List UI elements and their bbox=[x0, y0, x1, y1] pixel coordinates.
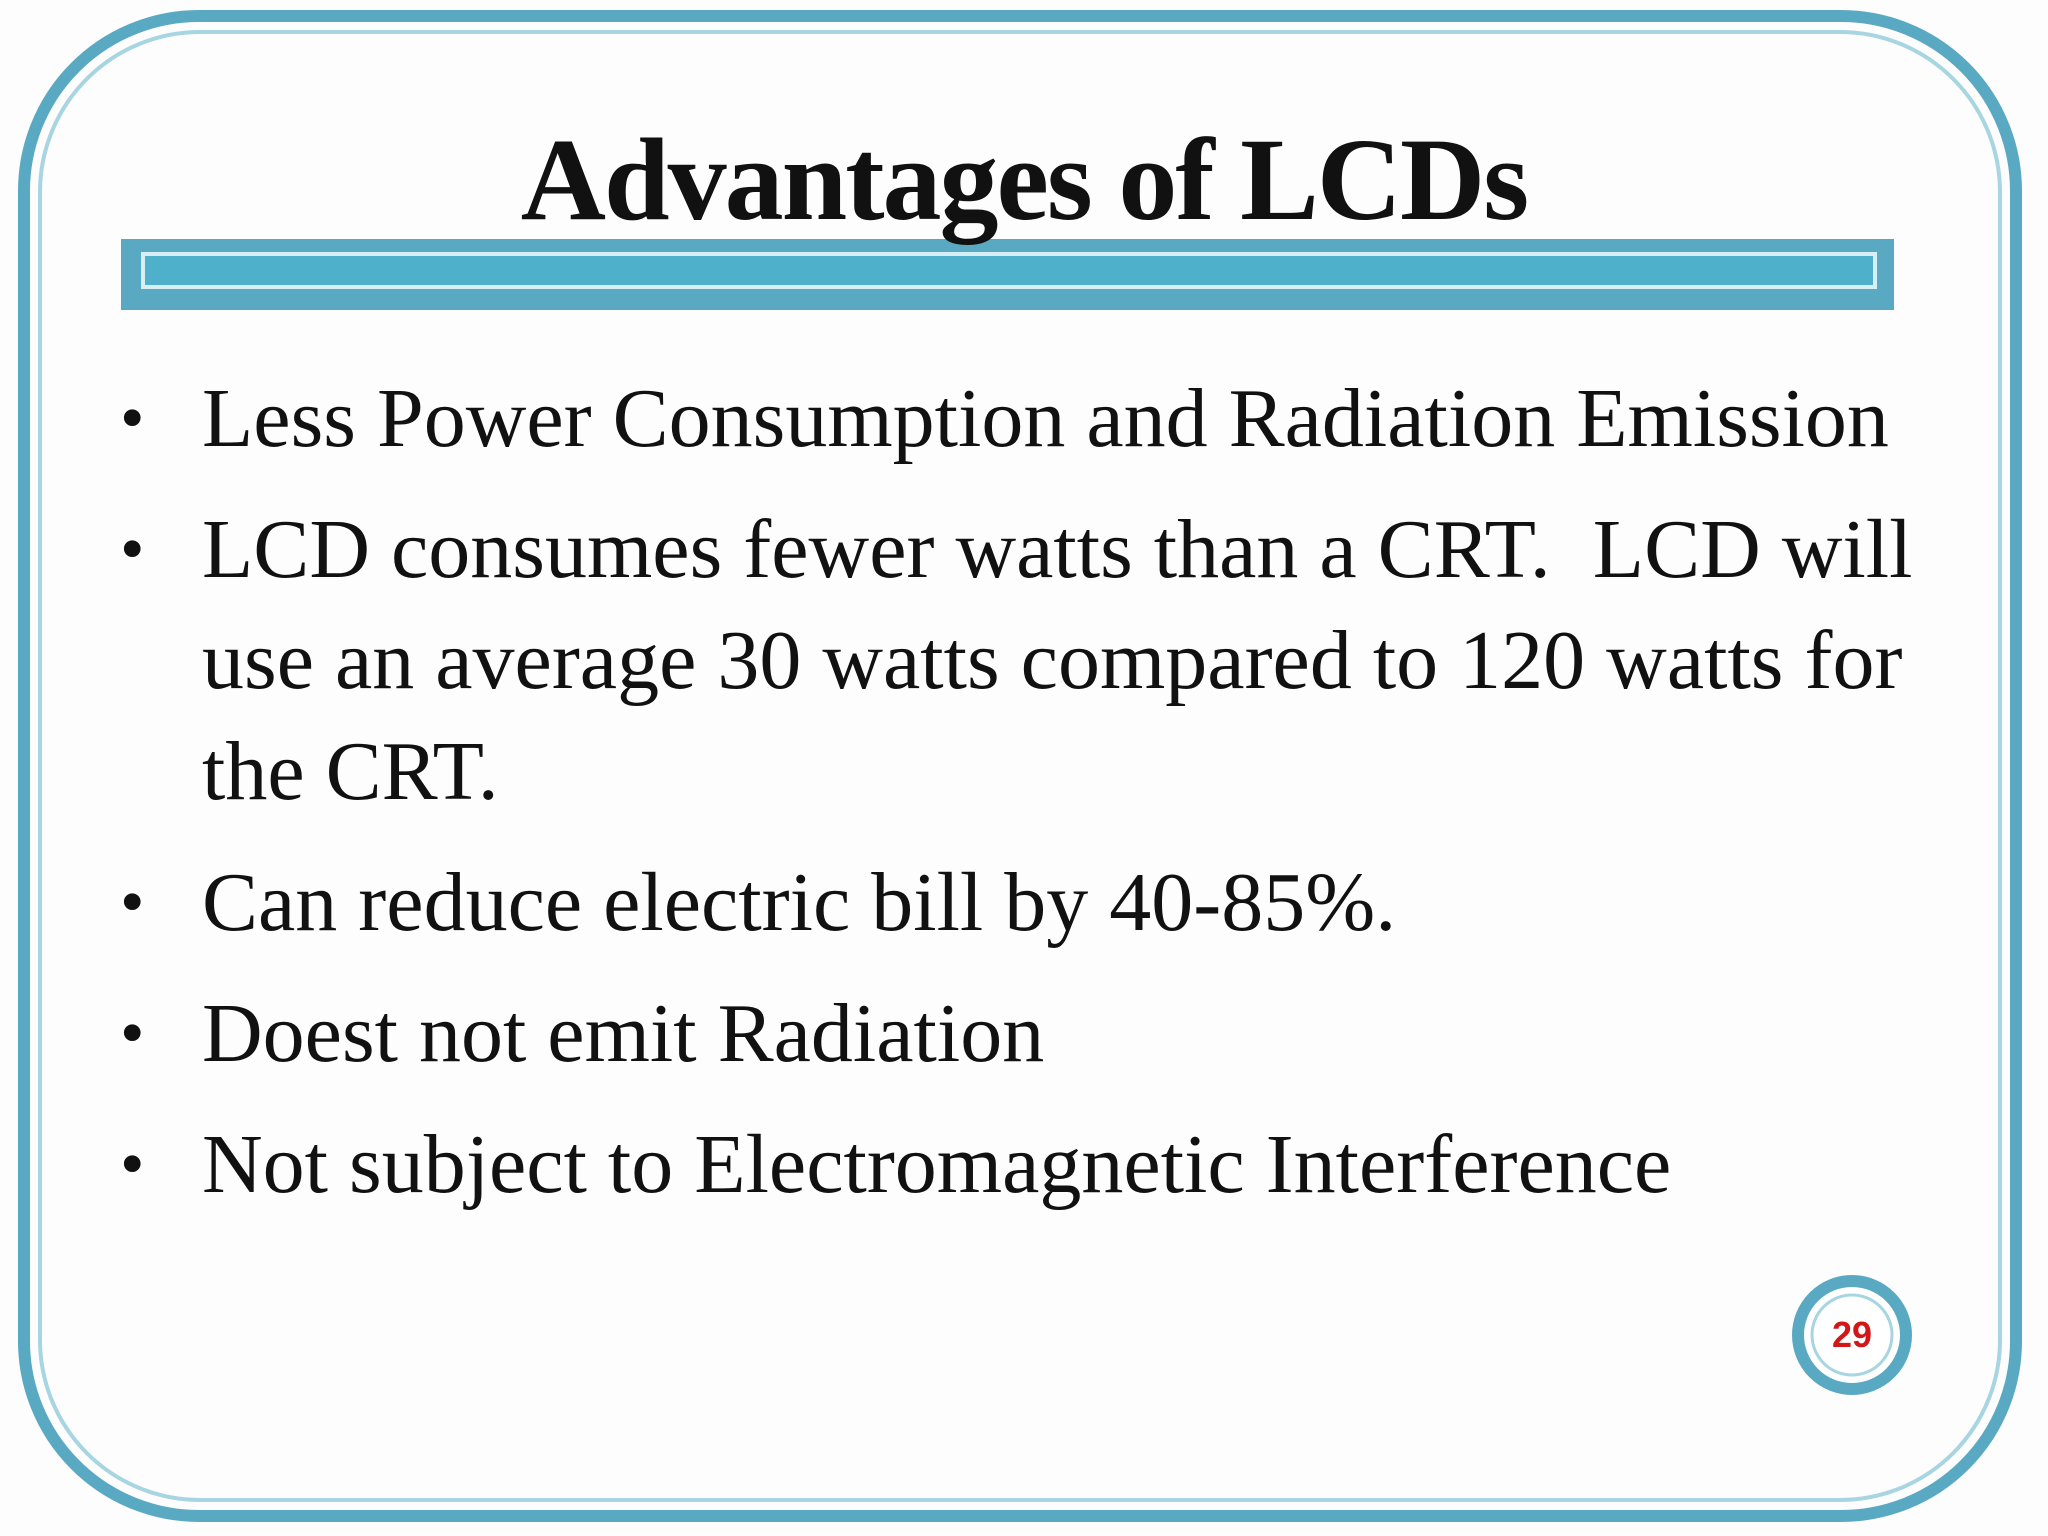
outer-border bbox=[18, 10, 2022, 1522]
page-badge-inner bbox=[1810, 1293, 1894, 1377]
bullet-item: LCD consumes fewer watts than a CRT. LCD… bbox=[120, 494, 1950, 827]
slide-title: Advantages of LCDs bbox=[520, 114, 1529, 245]
bullet-item: Doest not emit Radiation bbox=[120, 978, 1950, 1089]
bullet-item: Can reduce electric bill by 40-85%. bbox=[120, 847, 1950, 958]
inner-border bbox=[38, 30, 2002, 1502]
title-bar-inner bbox=[141, 252, 1877, 289]
bullet-item: Not subject to Electromagnetic Interfere… bbox=[120, 1109, 1950, 1220]
bullet-item: Less Power Consumption and Radiation Emi… bbox=[120, 363, 1950, 474]
page-badge bbox=[1792, 1275, 1912, 1395]
bullet-list: Less Power Consumption and Radiation Emi… bbox=[120, 363, 1950, 1240]
page-number: 29 bbox=[1831, 1314, 1873, 1355]
